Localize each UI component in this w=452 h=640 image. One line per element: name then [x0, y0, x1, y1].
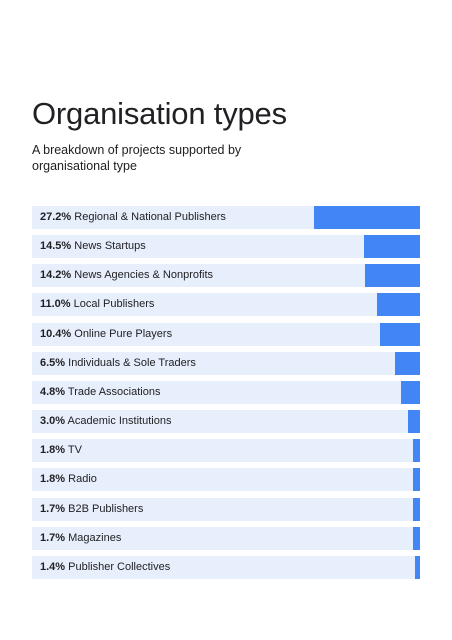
bar-label: 14.2% News Agencies & Nonprofits — [40, 264, 213, 287]
bar-label: 1.7% B2B Publishers — [40, 498, 143, 521]
bar-label: 4.8% Trade Associations — [40, 381, 160, 404]
bar-row: 1.7% B2B Publishers — [32, 498, 420, 521]
category-label: Publisher Collectives — [65, 561, 170, 573]
bar — [377, 293, 420, 316]
bar — [365, 264, 420, 287]
value-label: 1.4% — [40, 561, 65, 573]
bar-label: 14.5% News Startups — [40, 235, 146, 258]
category-label: Magazines — [65, 532, 121, 544]
value-label: 11.0% — [40, 298, 71, 310]
category-label: TV — [65, 444, 82, 456]
bar-row: 3.0% Academic Institutions — [32, 410, 420, 433]
bar — [364, 235, 420, 258]
bar — [413, 439, 420, 462]
bar-row: 1.8% TV — [32, 439, 420, 462]
bar — [415, 556, 420, 579]
bar-label: 10.4% Online Pure Players — [40, 323, 172, 346]
value-label: 1.7% — [40, 532, 65, 544]
bar — [401, 381, 420, 404]
bar-row: 11.0% Local Publishers — [32, 293, 420, 316]
category-label: News Startups — [71, 240, 146, 252]
bar-chart: 27.2% Regional & National Publishers 14.5… — [32, 206, 420, 583]
category-label: Online Pure Players — [71, 328, 172, 340]
bar-label: 3.0% Academic Institutions — [40, 410, 171, 433]
bar-row: 1.8% Radio — [32, 468, 420, 491]
value-label: 1.7% — [40, 503, 65, 515]
category-label: Academic Institutions — [65, 415, 171, 427]
bar-row: 14.2% News Agencies & Nonprofits — [32, 264, 420, 287]
category-label: Trade Associations — [65, 386, 160, 398]
bar-label: 1.8% Radio — [40, 468, 97, 491]
bar — [413, 468, 420, 491]
bar — [314, 206, 420, 229]
bar — [413, 498, 420, 521]
bar-label: 6.5% Individuals & Sole Traders — [40, 352, 196, 375]
value-label: 27.2% — [40, 211, 71, 223]
bar-label: 1.8% TV — [40, 439, 82, 462]
bar-row: 6.5% Individuals & Sole Traders — [32, 352, 420, 375]
chart-title: Organisation types — [32, 96, 287, 132]
value-label: 1.8% — [40, 473, 65, 485]
category-label: News Agencies & Nonprofits — [71, 269, 213, 281]
value-label: 10.4% — [40, 328, 71, 340]
category-label: Regional & National Publishers — [71, 211, 226, 223]
bar — [413, 527, 420, 550]
bar-row: 1.7% Magazines — [32, 527, 420, 550]
bar — [395, 352, 420, 375]
bar-row: 14.5% News Startups — [32, 235, 420, 258]
bar-label: 1.7% Magazines — [40, 527, 121, 550]
bar-row: 1.4% Publisher Collectives — [32, 556, 420, 579]
category-label: B2B Publishers — [65, 503, 143, 515]
category-label: Local Publishers — [71, 298, 155, 310]
value-label: 6.5% — [40, 357, 65, 369]
chart-subtitle: A breakdown of projects supported by org… — [32, 142, 292, 174]
value-label: 4.8% — [40, 386, 65, 398]
value-label: 1.8% — [40, 444, 65, 456]
category-label: Radio — [65, 473, 97, 485]
bar-row: 10.4% Online Pure Players — [32, 323, 420, 346]
category-label: Individuals & Sole Traders — [65, 357, 196, 369]
bar-label: 1.4% Publisher Collectives — [40, 556, 170, 579]
value-label: 14.5% — [40, 240, 71, 252]
bar-label: 27.2% Regional & National Publishers — [40, 206, 226, 229]
bar-row: 4.8% Trade Associations — [32, 381, 420, 404]
bar-label: 11.0% Local Publishers — [40, 293, 154, 316]
value-label: 14.2% — [40, 269, 71, 281]
bar-row: 27.2% Regional & National Publishers — [32, 206, 420, 229]
bar — [408, 410, 420, 433]
bar — [380, 323, 420, 346]
value-label: 3.0% — [40, 415, 65, 427]
